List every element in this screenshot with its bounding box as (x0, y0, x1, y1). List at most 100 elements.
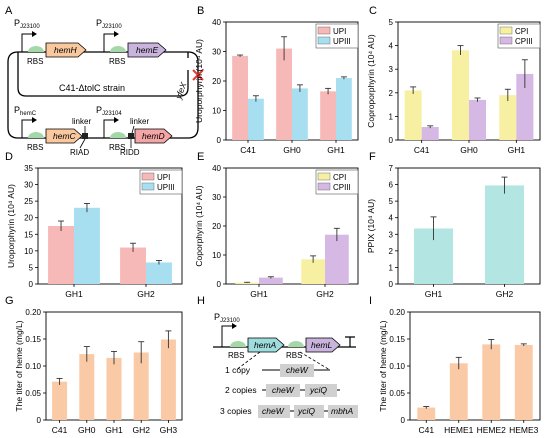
chart-f-bar (484, 185, 525, 284)
copy-label-2: 2 copies (225, 385, 257, 395)
panel-letter-f: F (369, 151, 376, 163)
tag-label-ridd: RIDD (120, 148, 140, 157)
chart-b-ytick-label: 10 (212, 107, 221, 116)
chart-d-ytick-label: 20 (24, 214, 33, 223)
chart-e: 0 10 20 30 40 Coporphyrin (10⁴ AU) GH1 GH2 CPICP… (194, 164, 359, 299)
chart-f-ytick-label: 6 (389, 181, 394, 190)
chart-e-ytick-label: 0 (217, 280, 222, 289)
rbs-bump-3 (28, 132, 44, 138)
promoter-label-3: PhemC (14, 105, 37, 117)
chart-g-ytick-label: 0.05 (25, 389, 41, 398)
rbs-label-1: RBS (27, 57, 43, 66)
panel-h-diagram: PJ23100 RBS hemA RBS hemL 1 copy cheW 2 … (213, 312, 358, 418)
chart-e-legend-label: CPIII (333, 183, 351, 192)
chart-c-legend-label: CPI (515, 27, 528, 36)
linker-1 (82, 133, 88, 139)
chart-c-bar (499, 95, 517, 140)
chart-b-bar (248, 98, 264, 140)
chart-c-ytick-label: 2 (389, 89, 394, 98)
chart-b-xtick-label: GH0 (283, 145, 301, 155)
chart-e-bar (301, 259, 325, 284)
promoter-arrowhead-3 (32, 117, 37, 123)
chart-d-ytick-label: 0 (29, 280, 34, 289)
chart-e-ytick-label: 30 (212, 193, 221, 202)
copy-gene-3-1: cheW (262, 406, 285, 416)
chart-e-ylabel: Coporphyrin (10⁴ AU) (194, 185, 204, 266)
chart-c-ylabel: Coproporphyrin (10⁴ AU) (366, 34, 376, 128)
chart-d-bar (146, 262, 172, 284)
gene-heme (127, 42, 167, 58)
chart-f-ytick-label: 2 (389, 247, 394, 256)
copy-box-2-2 (305, 384, 337, 397)
chart-g-xtick-label: GH0 (78, 425, 96, 435)
chart-c-bar (404, 90, 422, 140)
chart-e-legend-swatch (317, 182, 331, 191)
chart-c-legend-swatch (499, 36, 513, 45)
chart-g-xtick-label: GH2 (132, 425, 150, 435)
chart-c-bar (516, 73, 534, 140)
chart-e-legend-swatch (317, 172, 331, 181)
panel-letter-h: H (197, 295, 205, 307)
chart-d-xtick-label: GH2 (137, 289, 155, 299)
chart-e-ytick-label: 10 (212, 251, 221, 260)
chart-g-ytick-label: 0.10 (25, 362, 41, 371)
chart-g-xtick-label: GH1 (105, 425, 123, 435)
promoter-arrowhead-1 (32, 31, 37, 37)
chart-g-bar (106, 357, 122, 420)
chart-c: 0 1 2 3 4 5 Coproporphyrin (10⁴ AU) C41 GH0 GH1 CP… (366, 18, 541, 155)
chart-i-ytick-label: 0.10 (389, 362, 405, 371)
chart-e-xtick-label: GH2 (316, 289, 334, 299)
chart-g-xtick-label: GH3 (160, 425, 178, 435)
chart-c-ytick-label: 3 (389, 65, 394, 74)
gene-hemc (45, 128, 83, 144)
plasmid-right-arc (187, 51, 199, 139)
chart-b-legend-label: UPI (333, 27, 346, 36)
chart-b-bar (336, 78, 352, 140)
gene-label-heml: hemL (311, 340, 333, 350)
expansion-dash-left (235, 351, 261, 371)
chart-e-ytick-label: 20 (212, 222, 221, 231)
chart-b-ylabel: Uroporphyrin (10⁴ AU) (194, 39, 204, 123)
chart-d-ytick-label: 15 (24, 230, 33, 239)
panel-letter-b: B (197, 5, 204, 17)
promoter-label-2: PJ23100 (96, 18, 122, 30)
gene-label-hemd: hemD (142, 131, 165, 141)
promoter-arrow-h (221, 325, 232, 347)
chart-b-xtick-label: GH1 (327, 145, 345, 155)
promoter-arrow-4 (103, 119, 114, 138)
promoter-arrow-2 (103, 33, 114, 52)
copy-box-3-1 (258, 405, 290, 418)
chart-i-xtick-label: C41 (418, 425, 434, 435)
chart-i-ytick-label: 0 (401, 416, 406, 425)
chart-f-ytick-label: 3 (389, 230, 394, 239)
gene-hema (247, 337, 285, 353)
panel-letter-a: A (5, 5, 13, 17)
linker-label-2: linker (130, 117, 149, 126)
gene-hemd (134, 128, 173, 144)
chart-b-ytick-label: 30 (212, 48, 221, 57)
plasmid-backbone (17, 52, 189, 97)
chart-d-bar (120, 247, 146, 284)
chart-g-bar (133, 352, 149, 420)
chart-f-frame (397, 167, 541, 285)
chart-c-bar (451, 50, 469, 140)
chart-d-bar (48, 226, 74, 284)
expansion-dash-right (299, 351, 331, 371)
chart-i-bar (417, 407, 436, 420)
chart-e-bar (325, 234, 349, 284)
copy-gene-2-1: cheW (272, 385, 295, 395)
chart-c-xtick-label: C41 (414, 145, 430, 155)
chart-b-xtick-label: C41 (240, 145, 256, 155)
chart-b-legend-swatch (317, 36, 331, 45)
chart-d-ylabel: Uroporphyrin (10⁴ AU) (6, 184, 16, 268)
chart-f-ytick-label: 4 (389, 214, 394, 223)
chart-g-bar (52, 381, 68, 420)
copy-box-2-1 (266, 384, 300, 397)
chart-c-bar (469, 99, 487, 140)
chart-b-ytick-label: 40 (212, 18, 221, 27)
chart-g-bar (79, 354, 95, 420)
rbs-label-h1: RBS (228, 351, 244, 360)
chart-d-legend-swatch (141, 172, 155, 181)
chart-e-bar (259, 277, 283, 284)
